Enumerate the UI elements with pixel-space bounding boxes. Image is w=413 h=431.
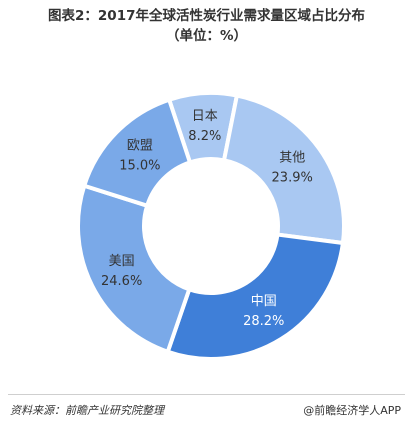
chart-title: 图表2：2017年全球活性炭行业需求量区域占比分布 （单位：%） xyxy=(0,6,413,46)
source-note: 资料来源：前瞻产业研究院整理 xyxy=(10,404,164,417)
slice-value-label-3: 24.6% xyxy=(101,274,142,289)
donut-labels: 日本 8.2% 其他 23.9% 中国 28.2% 美国 24.6% 欧盟 15.0% xyxy=(101,109,313,329)
slice-category-label-2: 中国 xyxy=(251,294,277,309)
donut-slice-4 xyxy=(81,97,193,209)
slice-category-label-0: 日本 xyxy=(192,109,218,124)
slice-value-label-4: 15.0% xyxy=(119,159,160,174)
slice-value-label-1: 23.9% xyxy=(272,171,313,186)
brand-credit: @前瞻经济学人APP xyxy=(303,404,401,417)
chart-title-line2: （单位：%） xyxy=(165,28,248,44)
donut-slice-1 xyxy=(221,93,346,246)
chart-title-line1: 图表2：2017年全球活性炭行业需求量区域占比分布 xyxy=(48,8,365,24)
slice-value-label-0: 8.2% xyxy=(188,129,221,144)
slice-value-label-2: 28.2% xyxy=(243,314,284,329)
donut-slice-2 xyxy=(165,232,346,361)
donut-slices xyxy=(76,91,346,361)
donut-slice-3 xyxy=(76,183,192,355)
slice-category-label-1: 其他 xyxy=(279,151,305,166)
slice-category-label-3: 美国 xyxy=(109,254,135,269)
slice-category-label-4: 欧盟 xyxy=(127,139,153,154)
footer-divider xyxy=(8,394,405,395)
